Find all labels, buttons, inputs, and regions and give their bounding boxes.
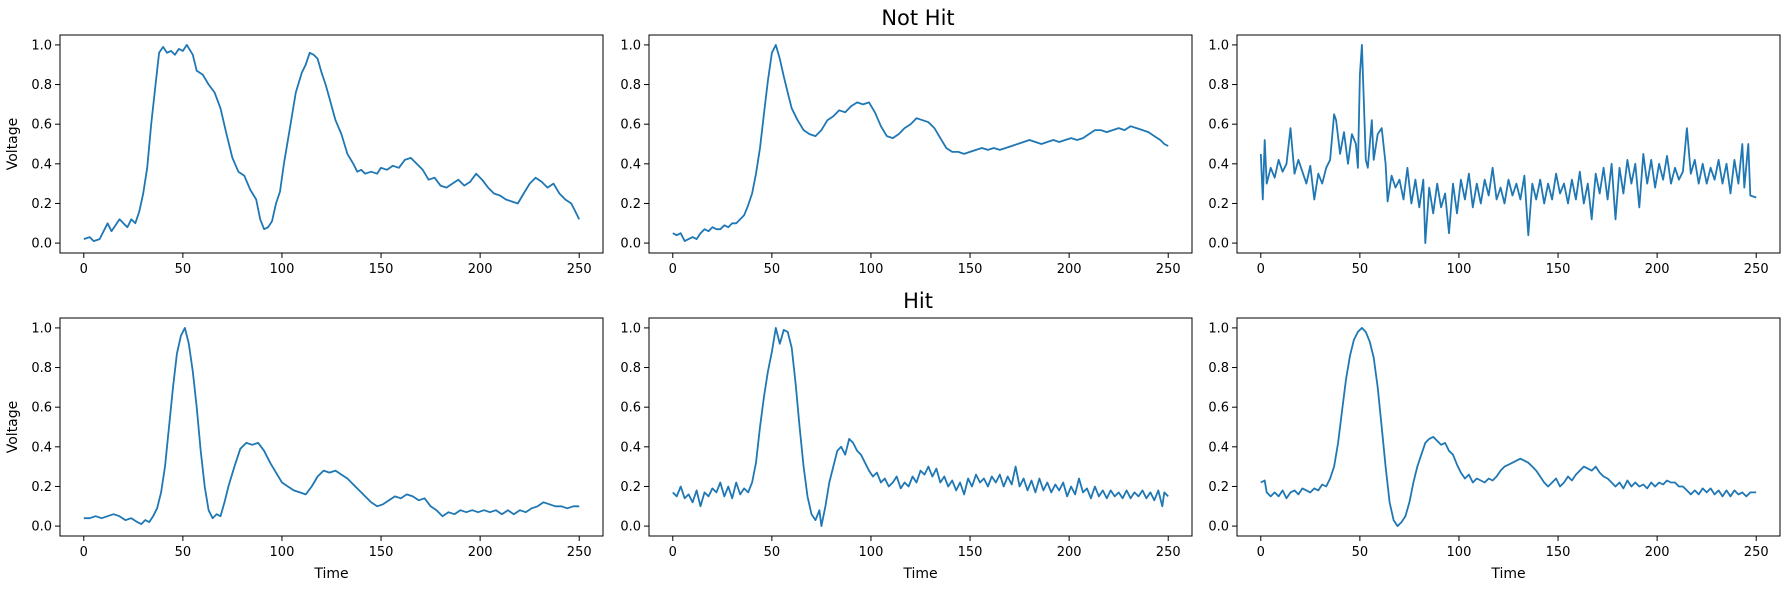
x-tick-label: 150 bbox=[369, 262, 394, 277]
subplot-not-hit-3: 0 50 100 150 200 250 0.0 0.2 0.4 0.6 0.8 1.0 bbox=[1208, 34, 1781, 277]
series-line bbox=[1260, 327, 1757, 527]
y-tick-label: 0.0 bbox=[1208, 520, 1229, 535]
y-tick-label: 0.6 bbox=[1208, 401, 1229, 416]
subplot-not-hit-2: 0 50 100 150 200 250 0.0 0.2 0.4 0.6 0.8 1.0 bbox=[620, 34, 1193, 277]
x-tick-label: 150 bbox=[958, 545, 983, 560]
x-tick-label: 0 bbox=[669, 262, 677, 277]
x-tick-label: 250 bbox=[1744, 262, 1769, 277]
y-tick-label: 0.0 bbox=[31, 237, 52, 252]
x-tick-label: 50 bbox=[764, 262, 781, 277]
x-tick-label: 50 bbox=[1352, 545, 1369, 560]
x-tick-label: 200 bbox=[1057, 262, 1082, 277]
x-axis-label: Time bbox=[313, 566, 348, 582]
series-line bbox=[83, 327, 580, 525]
x-tick-label: 150 bbox=[1546, 262, 1571, 277]
y-tick-label: 0.8 bbox=[620, 361, 641, 376]
x-tick-label: 100 bbox=[1447, 545, 1472, 560]
x-tick-label: 250 bbox=[1744, 545, 1769, 560]
y-tick-label: 0.8 bbox=[31, 361, 52, 376]
y-tick-label: 0.4 bbox=[620, 440, 641, 455]
x-tick-label: 0 bbox=[1257, 262, 1265, 277]
y-tick-label: 0.6 bbox=[1208, 118, 1229, 133]
subplot-hit-1: 0 50 100 150 200 250 0.0 0.2 0.4 0.6 0.8 1.0 Time Vol… bbox=[5, 317, 604, 582]
y-tick-label: 0.8 bbox=[620, 78, 641, 93]
x-tick-label: 0 bbox=[1257, 545, 1265, 560]
series-line bbox=[672, 327, 1169, 527]
x-tick-label: 100 bbox=[859, 545, 884, 560]
x-tick-label: 250 bbox=[567, 545, 592, 560]
axes-frame bbox=[648, 317, 1193, 537]
x-tick-label: 50 bbox=[1352, 262, 1369, 277]
x-tick-label: 200 bbox=[468, 262, 493, 277]
y-tick-label: 0.8 bbox=[31, 78, 52, 93]
y-tick-label: 0.4 bbox=[620, 157, 641, 172]
y-tick-label: 0.0 bbox=[620, 520, 641, 535]
axes-frame bbox=[1236, 34, 1781, 254]
x-axis-label: Time bbox=[1490, 566, 1525, 582]
y-tick-label: 0.8 bbox=[1208, 78, 1229, 93]
x-tick-label: 0 bbox=[80, 545, 88, 560]
y-axis-label: Voltage bbox=[5, 401, 21, 454]
x-tick-label: 100 bbox=[1447, 262, 1472, 277]
row-title-not-hit: Not Hit bbox=[881, 6, 954, 30]
x-tick-label: 100 bbox=[270, 262, 295, 277]
y-tick-label: 0.0 bbox=[31, 520, 52, 535]
y-tick-label: 0.8 bbox=[1208, 361, 1229, 376]
x-tick-label: 100 bbox=[859, 262, 884, 277]
y-tick-label: 0.2 bbox=[1208, 480, 1229, 495]
x-tick-label: 200 bbox=[468, 545, 493, 560]
y-tick-label: 0.4 bbox=[31, 157, 52, 172]
y-tick-label: 1.0 bbox=[31, 38, 52, 53]
y-tick-label: 0.2 bbox=[620, 480, 641, 495]
axes-frame bbox=[59, 317, 604, 537]
x-tick-label: 50 bbox=[175, 545, 192, 560]
subplot-not-hit-1: 0 50 100 150 200 250 0.0 0.2 0.4 0.6 0.8 1.0 Voltage bbox=[5, 34, 604, 277]
y-tick-label: 1.0 bbox=[31, 321, 52, 336]
subplot-hit-3: 0 50 100 150 200 250 0.0 0.2 0.4 0.6 0.8 1.0 Time bbox=[1208, 317, 1781, 582]
y-tick-label: 0.4 bbox=[1208, 440, 1229, 455]
row-title-hit: Hit bbox=[903, 289, 933, 313]
y-tick-label: 0.4 bbox=[1208, 157, 1229, 172]
y-tick-label: 1.0 bbox=[620, 321, 641, 336]
y-tick-label: 0.0 bbox=[620, 237, 641, 252]
y-tick-label: 0.2 bbox=[1208, 197, 1229, 212]
x-tick-label: 250 bbox=[1156, 262, 1181, 277]
y-tick-label: 0.4 bbox=[31, 440, 52, 455]
axes-frame bbox=[59, 34, 604, 254]
subplot-hit-2: 0 50 100 150 200 250 0.0 0.2 0.4 0.6 0.8 1.0 Time bbox=[620, 317, 1193, 582]
x-tick-label: 0 bbox=[80, 262, 88, 277]
series-line bbox=[83, 44, 581, 242]
y-tick-label: 0.2 bbox=[31, 480, 52, 495]
x-tick-label: 200 bbox=[1645, 262, 1670, 277]
series-line bbox=[672, 44, 1169, 242]
x-tick-label: 250 bbox=[1156, 545, 1181, 560]
y-axis-label: Voltage bbox=[5, 118, 21, 171]
x-axis-label: Time bbox=[902, 566, 937, 582]
series-line bbox=[1259, 44, 1757, 244]
axes-frame bbox=[648, 34, 1193, 254]
y-tick-label: 0.6 bbox=[620, 401, 641, 416]
x-tick-label: 250 bbox=[567, 262, 592, 277]
x-tick-label: 150 bbox=[1546, 545, 1571, 560]
x-tick-label: 150 bbox=[369, 545, 394, 560]
y-tick-label: 0.6 bbox=[620, 118, 641, 133]
x-tick-label: 200 bbox=[1057, 545, 1082, 560]
y-tick-label: 0.0 bbox=[1208, 237, 1229, 252]
y-tick-label: 0.2 bbox=[31, 197, 52, 212]
x-tick-label: 50 bbox=[175, 262, 192, 277]
x-tick-label: 50 bbox=[764, 545, 781, 560]
y-tick-label: 0.6 bbox=[31, 118, 52, 133]
axes-frame bbox=[1236, 317, 1781, 537]
x-tick-label: 200 bbox=[1645, 545, 1670, 560]
y-tick-label: 1.0 bbox=[1208, 321, 1229, 336]
x-tick-label: 100 bbox=[270, 545, 295, 560]
y-tick-label: 1.0 bbox=[1208, 38, 1229, 53]
x-tick-label: 0 bbox=[669, 545, 677, 560]
y-tick-label: 0.2 bbox=[620, 197, 641, 212]
y-tick-label: 0.6 bbox=[31, 401, 52, 416]
y-tick-label: 1.0 bbox=[620, 38, 641, 53]
x-tick-label: 150 bbox=[958, 262, 983, 277]
